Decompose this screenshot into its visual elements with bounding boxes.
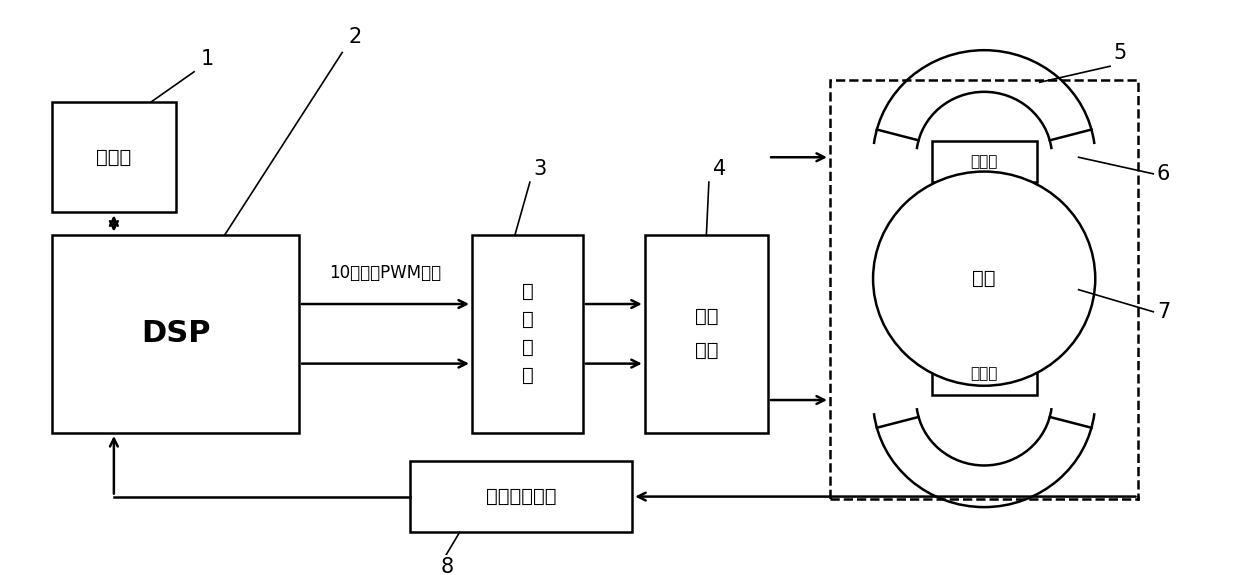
- Bar: [830, 80, 1138, 499]
- Text: 2: 2: [348, 27, 362, 47]
- Ellipse shape: [873, 171, 1095, 386]
- Text: 10路互补PWM信号: 10路互补PWM信号: [330, 264, 441, 282]
- Text: 传感器: 传感器: [971, 366, 998, 381]
- Text: 转子: 转子: [972, 269, 996, 288]
- Bar: [52, 235, 299, 433]
- Bar: [52, 102, 176, 212]
- Bar: [931, 353, 1037, 394]
- Text: 1: 1: [201, 49, 213, 69]
- Text: 上位机: 上位机: [97, 148, 131, 167]
- Text: 5: 5: [1114, 44, 1127, 63]
- Text: 信号调理单元: 信号调理单元: [486, 487, 557, 506]
- Text: 8: 8: [441, 557, 454, 575]
- Bar: [472, 235, 583, 433]
- Text: 功率
电路: 功率 电路: [694, 307, 718, 361]
- Text: 3: 3: [533, 159, 547, 179]
- Text: 传感器: 传感器: [971, 154, 998, 169]
- Text: DSP: DSP: [141, 319, 211, 348]
- Text: 7: 7: [1157, 302, 1171, 322]
- Text: 4: 4: [713, 159, 725, 179]
- Text: 6: 6: [1157, 164, 1171, 184]
- Bar: [410, 461, 632, 532]
- Text: 信
号
隔
离: 信 号 隔 离: [522, 282, 533, 385]
- Bar: [645, 235, 768, 433]
- Bar: [931, 141, 1037, 182]
